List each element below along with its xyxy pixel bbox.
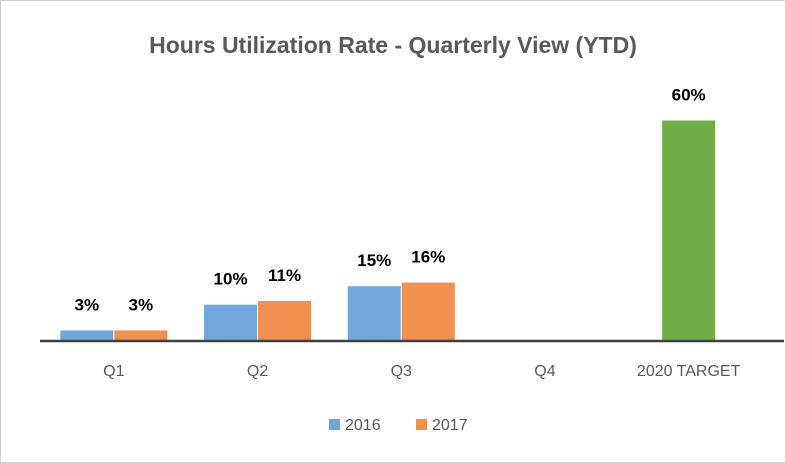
x-tick-label: 2020 TARGET: [637, 363, 741, 380]
data-label: 10%: [214, 270, 248, 289]
x-tick-label: Q3: [391, 363, 412, 380]
bar: [400, 281, 456, 342]
bar: [59, 329, 115, 342]
data-label: 16%: [411, 248, 445, 267]
legend-label: 2016: [345, 417, 381, 434]
legend-swatch: [329, 419, 340, 430]
bar: [346, 285, 402, 342]
legend-label: 2017: [432, 417, 468, 434]
x-tick-label: Q2: [247, 363, 268, 380]
bar: [113, 329, 169, 342]
legend-swatch: [416, 419, 427, 430]
x-tick-label: Q4: [534, 363, 555, 380]
x-tick-label: Q1: [103, 363, 124, 380]
data-label: 3%: [129, 295, 154, 314]
chart-title: Hours Utilization Rate - Quarterly View …: [149, 32, 637, 58]
bar: [203, 303, 259, 342]
data-label: 11%: [268, 266, 301, 285]
data-label: 3%: [75, 295, 100, 314]
data-label: 15%: [357, 251, 391, 270]
bar: [257, 299, 313, 342]
bar: [661, 119, 717, 342]
data-label: 60%: [672, 85, 706, 104]
